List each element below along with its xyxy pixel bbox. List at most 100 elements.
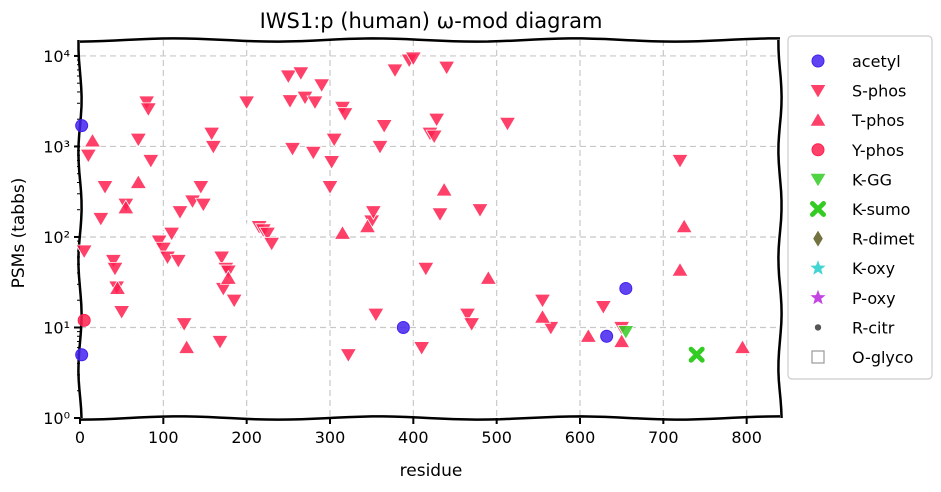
s-phos-point [225, 293, 243, 309]
legend-label: O-glyco [852, 348, 913, 367]
legend-marker-r-dimet [813, 230, 823, 247]
s-phos-point [336, 107, 354, 123]
s-phos-point [92, 212, 110, 227]
x-axis-label: residue [400, 461, 463, 481]
acetyl-point [600, 329, 614, 343]
s-phos-point [162, 226, 181, 242]
s-phos-point [339, 348, 358, 364]
s-phos-point [431, 207, 449, 223]
y-tick-label: 10⁰ [43, 409, 70, 428]
s-phos-point [471, 203, 489, 219]
x-tick-label: 0 [75, 428, 85, 447]
s-phos-point [262, 236, 281, 252]
s-phos-point [237, 95, 256, 111]
s-phos-point [386, 63, 404, 79]
x-tick-label: 600 [565, 428, 596, 447]
s-phos-point [104, 254, 123, 269]
t-phos-point [671, 261, 689, 277]
y-tick-label: 10² [43, 228, 70, 247]
t-phos-point [129, 174, 148, 189]
s-phos-point [437, 60, 456, 76]
s-phos-point [292, 66, 310, 82]
t-phos-point [533, 308, 552, 324]
t-phos-point [219, 269, 238, 285]
t-phos-point [117, 199, 135, 215]
s-phos-point [375, 119, 393, 134]
k-sumo-point [688, 346, 705, 363]
t-phos-point [479, 269, 498, 285]
t-phos-point [108, 280, 127, 295]
s-phos-point [371, 140, 389, 155]
legend-marker-r-citr [814, 324, 822, 331]
legend-marker-y-phos [811, 143, 825, 157]
legend-marker-k-sumo [810, 201, 826, 217]
x-tick-label: 200 [231, 428, 262, 447]
legend-label: P-oxy [852, 289, 896, 308]
s-phos-point [312, 78, 331, 94]
o-glyco-point [281, 93, 299, 114]
x-tick-label: 100 [148, 428, 179, 447]
y-axis-label: PSMs (tabbs) [9, 178, 29, 289]
s-phos-point [364, 205, 383, 221]
s-phos-point [212, 250, 231, 266]
chart-title: IWS1:p (human) ω-mod diagram [260, 9, 603, 33]
s-phos-point [417, 261, 435, 277]
o-glyco-point [306, 93, 324, 114]
t-phos-point [675, 218, 693, 234]
legend-label: K-oxy [852, 259, 895, 278]
legend-marker-p-oxy [810, 289, 826, 305]
s-phos-point [142, 154, 160, 169]
s-phos-point [194, 197, 213, 213]
s-phos-point [533, 293, 552, 309]
legend-marker-t-phos [809, 111, 827, 127]
legend-marker-s-phos [809, 84, 827, 99]
s-phos-point [281, 94, 299, 110]
legend-label: K-sumo [852, 200, 910, 219]
s-phos-point [304, 145, 323, 161]
s-phos-point [283, 142, 302, 157]
legend-label: S-phos [852, 82, 906, 101]
acetyl-point [75, 119, 89, 133]
axis-ticks: 0 100 200 300 400 500 600 700 800 10⁰ 10¹ 10² 10³ 10⁴ [43, 47, 762, 447]
s-phos-point [367, 307, 385, 323]
s-phos-point [204, 140, 223, 155]
s-phos-point [458, 307, 477, 323]
legend-label: K-GG [852, 170, 892, 189]
s-phos-point [462, 317, 481, 333]
acetyl-point [396, 320, 410, 334]
legend: acetyl S-phos T-phos Y-phos K-GG K-sumo R-dime… [787, 35, 933, 380]
legend-marker-k-gg [809, 172, 827, 188]
s-phos-point [306, 95, 324, 111]
s-phos-point [79, 148, 98, 164]
x-tick-label: 500 [481, 428, 512, 447]
legend-label: R-dimet [852, 230, 915, 249]
s-phos-point [211, 335, 229, 350]
s-phos-point [175, 317, 193, 333]
acetyl-point [75, 348, 89, 362]
s-phos-point [542, 321, 560, 336]
data-points [75, 48, 752, 364]
s-phos-point [671, 154, 689, 169]
s-phos-point [171, 205, 189, 221]
s-phos-point [427, 112, 446, 128]
s-phos-point [325, 132, 343, 148]
s-phos-point [594, 300, 613, 316]
s-phos-point [258, 226, 277, 242]
t-phos-point [612, 333, 631, 348]
legend-label: acetyl [852, 52, 901, 71]
k-gg-point [617, 325, 635, 341]
t-phos-point [333, 224, 352, 240]
legend-label: R-citr [852, 318, 895, 337]
s-phos-point [169, 254, 188, 269]
s-phos-point [202, 126, 221, 142]
y-tick-label: 10⁴ [43, 47, 70, 66]
t-phos-point [435, 181, 453, 197]
s-phos-point [96, 180, 114, 196]
s-phos-point [112, 305, 131, 320]
y-tick-label: 10¹ [43, 318, 70, 337]
x-tick-label: 700 [648, 428, 679, 447]
o-glyco-point [150, 231, 168, 251]
t-phos-point [83, 132, 102, 148]
s-phos-point [154, 241, 173, 257]
